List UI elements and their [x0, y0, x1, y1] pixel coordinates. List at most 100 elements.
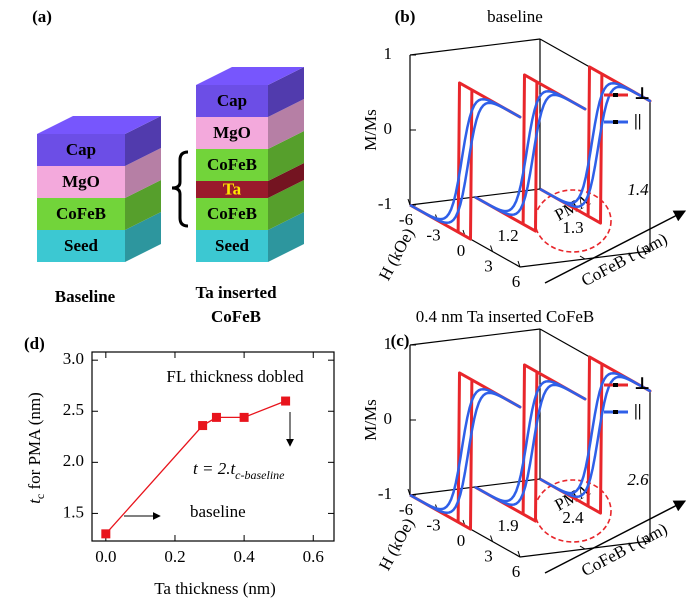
x-tick-label: -3 — [426, 515, 440, 534]
layer-front — [196, 85, 268, 117]
z-tick-label: 1.3 — [562, 218, 583, 237]
data-point — [281, 396, 291, 406]
y-label-rest: for PMA (nm) — [25, 392, 44, 494]
y-tick-label: -1 — [378, 484, 392, 503]
annotation: baseline — [190, 502, 246, 521]
layer-top — [196, 67, 304, 85]
x-tick — [407, 198, 411, 206]
layer-label: CoFeB — [207, 204, 257, 223]
y-label-main: t — [25, 498, 44, 504]
plot-frame — [91, 351, 335, 542]
data-point — [239, 412, 249, 422]
axis-line — [409, 328, 541, 346]
arrow — [544, 500, 687, 574]
legend-label: || — [634, 111, 642, 130]
x-tick-label: -6 — [399, 500, 413, 519]
y-tick-label: -1 — [378, 194, 392, 213]
loop-parallel — [539, 372, 652, 498]
x-tick — [407, 488, 411, 496]
x-tick — [517, 550, 521, 558]
layer-side — [268, 212, 304, 262]
layer-front — [37, 198, 125, 230]
layer-label: MgO — [62, 172, 100, 191]
layer-side — [268, 131, 304, 181]
z-tick-label: 1.2 — [497, 226, 518, 245]
y-axis-label: M/Ms — [361, 399, 380, 441]
panel-label: (d) — [24, 334, 45, 353]
layer-label: Ta — [223, 179, 242, 198]
legend-label: || — [634, 401, 642, 420]
x-axis-label: H (kOe) — [375, 515, 418, 574]
legend-label: ⊥ — [634, 374, 650, 393]
layer-label: MgO — [213, 123, 251, 142]
layer-front — [37, 166, 125, 198]
x-tick-label: 0.4 — [233, 547, 255, 566]
layer-label: CoFeB — [56, 204, 106, 223]
x-axis-label: H (kOe) — [375, 225, 418, 284]
z-tick-label: 2.6 — [627, 470, 649, 489]
y-tick-label: 1.5 — [63, 502, 84, 521]
y-axis-label: M/Ms — [361, 109, 380, 151]
data-point — [198, 421, 208, 431]
x-tick-label: 0 — [457, 241, 466, 260]
annotation-formula: t = 2.tc-baseline — [193, 459, 285, 482]
z-tick-label: 1.4 — [627, 180, 649, 199]
caption: Ta inserted — [195, 283, 277, 302]
layer-front — [196, 198, 268, 230]
data-point — [211, 412, 221, 422]
layer-side — [125, 116, 161, 166]
layer-side — [125, 148, 161, 198]
x-tick — [490, 245, 493, 252]
arrow — [544, 210, 687, 284]
layer-label: CoFeB — [207, 155, 257, 174]
x-axis-label: Ta thickness (nm) — [154, 579, 276, 598]
layer-label: Seed — [215, 236, 250, 255]
y-tick-label: 2.0 — [63, 451, 84, 470]
z-tick — [644, 247, 651, 252]
panel-label: (b) — [395, 7, 416, 26]
brace — [171, 150, 189, 228]
z-tick — [644, 537, 651, 542]
x-tick-label: 0.2 — [164, 547, 185, 566]
diagram: Seed CoFeB MgO Cap Seed CoFeB Ta CoFeB MgO Cap Bas… — [37, 67, 304, 326]
y-tick-label: 1 — [384, 44, 393, 63]
x-tick-label: 3 — [484, 256, 493, 275]
chart-title: baseline — [487, 7, 543, 26]
loop-parallel — [539, 82, 652, 208]
y-tick-label: 0 — [384, 409, 393, 428]
legend-marker — [613, 410, 618, 414]
layer-front — [196, 149, 268, 181]
layer-front — [196, 230, 268, 262]
chart-title: 0.4 nm Ta inserted CoFeB — [416, 307, 594, 326]
z-tick — [514, 553, 521, 558]
loop-perpendicular — [409, 371, 522, 531]
y-tick-label: 2.5 — [63, 400, 84, 419]
y-tick-label: 0 — [384, 119, 393, 138]
legend-marker — [613, 120, 618, 124]
panel-label: (c) — [391, 331, 410, 350]
layer-side — [268, 163, 304, 198]
legend-marker — [613, 383, 618, 387]
x-tick-label: -6 — [399, 210, 413, 229]
z-tick-label: 2.4 — [562, 508, 584, 527]
loop-parallel — [409, 388, 522, 514]
loop-perpendicular — [409, 81, 522, 241]
axis-line — [409, 38, 541, 56]
layer-side — [268, 180, 304, 230]
data-point — [101, 529, 111, 539]
x-tick-label: 3 — [484, 546, 493, 565]
y-tick-label: 1 — [384, 334, 393, 353]
layer-front — [37, 230, 125, 262]
layer-front — [37, 134, 125, 166]
legend-marker — [613, 93, 618, 97]
x-tick-label: 0 — [457, 531, 466, 550]
legend-label: ⊥ — [634, 84, 650, 103]
layer-front — [196, 117, 268, 149]
layer-label: Cap — [66, 140, 96, 159]
x-tick-label: 6 — [512, 562, 521, 581]
x-tick-label: 0.6 — [303, 547, 324, 566]
layer-side — [125, 212, 161, 262]
z-tick — [579, 545, 586, 550]
z-tick — [579, 255, 586, 260]
layer-side — [125, 180, 161, 230]
